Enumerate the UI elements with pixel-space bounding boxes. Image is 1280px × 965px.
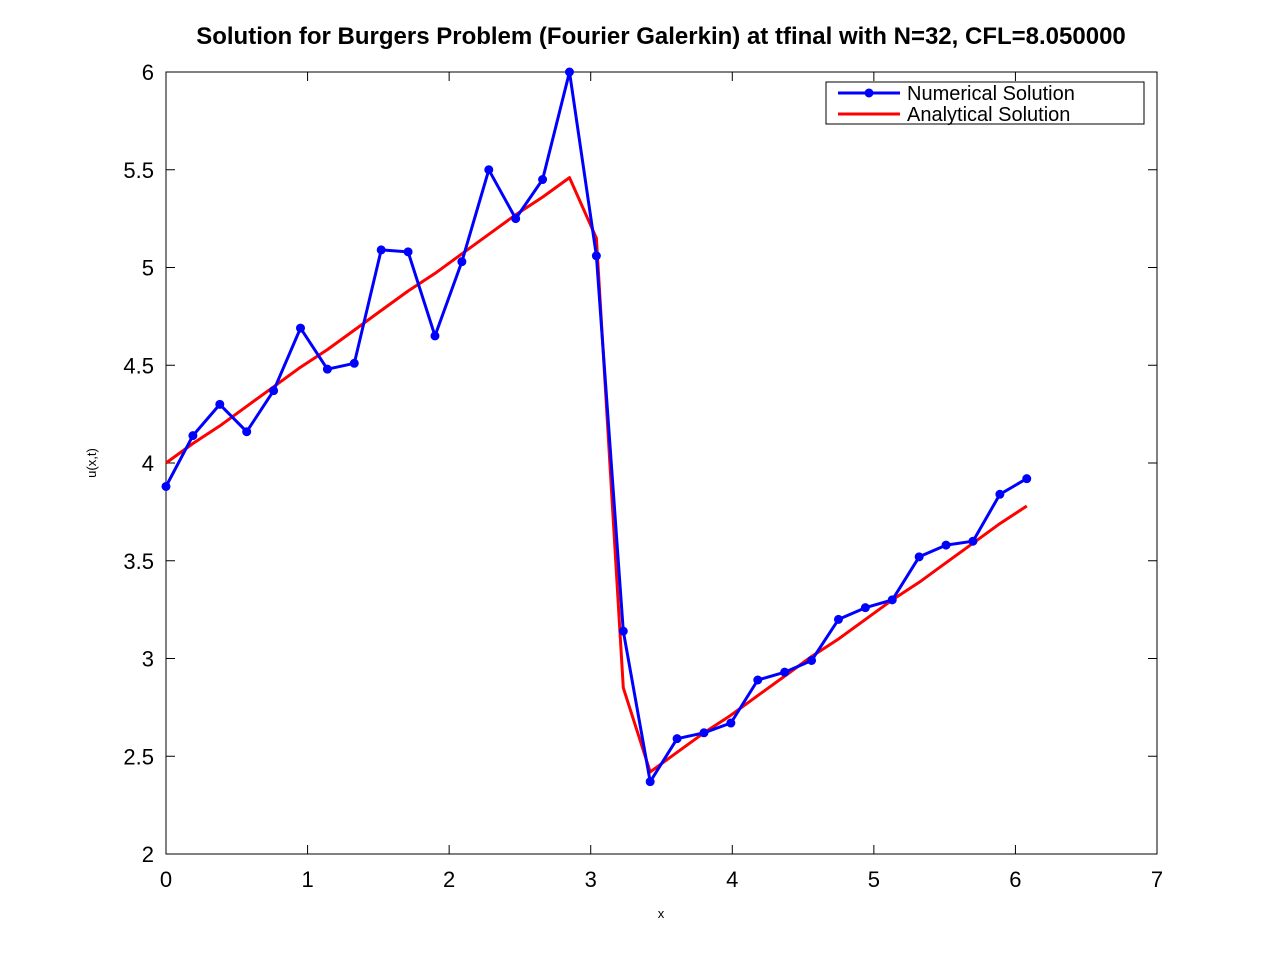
numerical-solution-point — [941, 540, 951, 550]
numerical-solution-point — [538, 175, 548, 185]
x-tick-label: 3 — [585, 867, 597, 892]
legend-numerical-marker — [864, 88, 874, 98]
numerical-solution-point — [161, 481, 171, 491]
numerical-solution-point — [295, 323, 305, 333]
y-tick-label: 4.5 — [123, 353, 154, 378]
numerical-solution-point — [699, 728, 709, 738]
numerical-solution-point — [188, 431, 198, 441]
plot-area — [165, 71, 1158, 855]
analytical-solution-line — [165, 176, 1028, 774]
numerical-solution-point — [484, 165, 494, 175]
legend: Numerical Solution Analytical Solution — [825, 81, 1145, 126]
axis-ticks: 0 1 2 3 4 5 6 7 2 2.5 3 3.5 4 4.5 5 5.5 6 — [123, 60, 1163, 892]
x-tick-label: 5 — [868, 867, 880, 892]
numerical-solution-point — [511, 214, 521, 224]
x-tick-label: 0 — [160, 867, 172, 892]
y-tick-label: 3 — [142, 647, 154, 672]
numerical-solution-point — [807, 655, 817, 665]
numerical-solution-point — [753, 675, 763, 685]
x-tick-label: 1 — [301, 867, 313, 892]
numerical-solution-point — [645, 777, 655, 787]
numerical-solution-point — [457, 257, 467, 267]
numerical-solution-point — [914, 552, 924, 562]
numerical-solution-point — [564, 67, 574, 77]
numerical-solution-point — [349, 358, 359, 368]
y-tick-label: 5 — [142, 256, 154, 281]
numerical-solution-point — [376, 245, 386, 255]
y-tick-label: 4 — [142, 451, 154, 476]
y-tick-label: 5.5 — [123, 158, 154, 183]
x-tick-label: 2 — [443, 867, 455, 892]
numerical-solution-point — [269, 386, 279, 396]
numerical-solution-point — [430, 331, 440, 341]
numerical-solution-point — [833, 614, 843, 624]
legend-box — [825, 81, 1145, 125]
numerical-solution-point — [215, 399, 225, 409]
numerical-solution-point — [672, 734, 682, 744]
numerical-solution-point — [887, 595, 897, 605]
y-tick-label: 3.5 — [123, 549, 154, 574]
numerical-solution-point — [726, 718, 736, 728]
y-tick-label: 2.5 — [123, 744, 154, 769]
numerical-solution-point — [1022, 474, 1032, 484]
numerical-solution-point — [242, 427, 252, 437]
numerical-solution-point — [322, 364, 332, 374]
numerical-solution-point — [591, 251, 601, 261]
numerical-solution-point — [403, 247, 413, 257]
legend-numerical-label: Numerical Solution — [907, 83, 1075, 105]
numerical-solution-point — [968, 536, 978, 546]
numerical-solution-point — [860, 603, 870, 613]
y-tick-label: 6 — [142, 60, 154, 85]
plot-series — [161, 67, 1032, 787]
x-tick-label: 4 — [726, 867, 738, 892]
numerical-solution-point — [995, 489, 1005, 499]
y-tick-label: 2 — [142, 842, 154, 867]
numerical-solution-point — [618, 626, 628, 636]
x-tick-label: 6 — [1009, 867, 1021, 892]
chart-title: Solution for Burgers Problem (Fourier Ga… — [196, 23, 1126, 50]
numerical-solution-point — [780, 667, 790, 677]
y-axis-label: u(x,t) — [84, 448, 99, 478]
x-axis-label: x — [658, 906, 665, 921]
legend-analytical-label: Analytical Solution — [907, 104, 1070, 126]
x-tick-label: 7 — [1151, 867, 1163, 892]
